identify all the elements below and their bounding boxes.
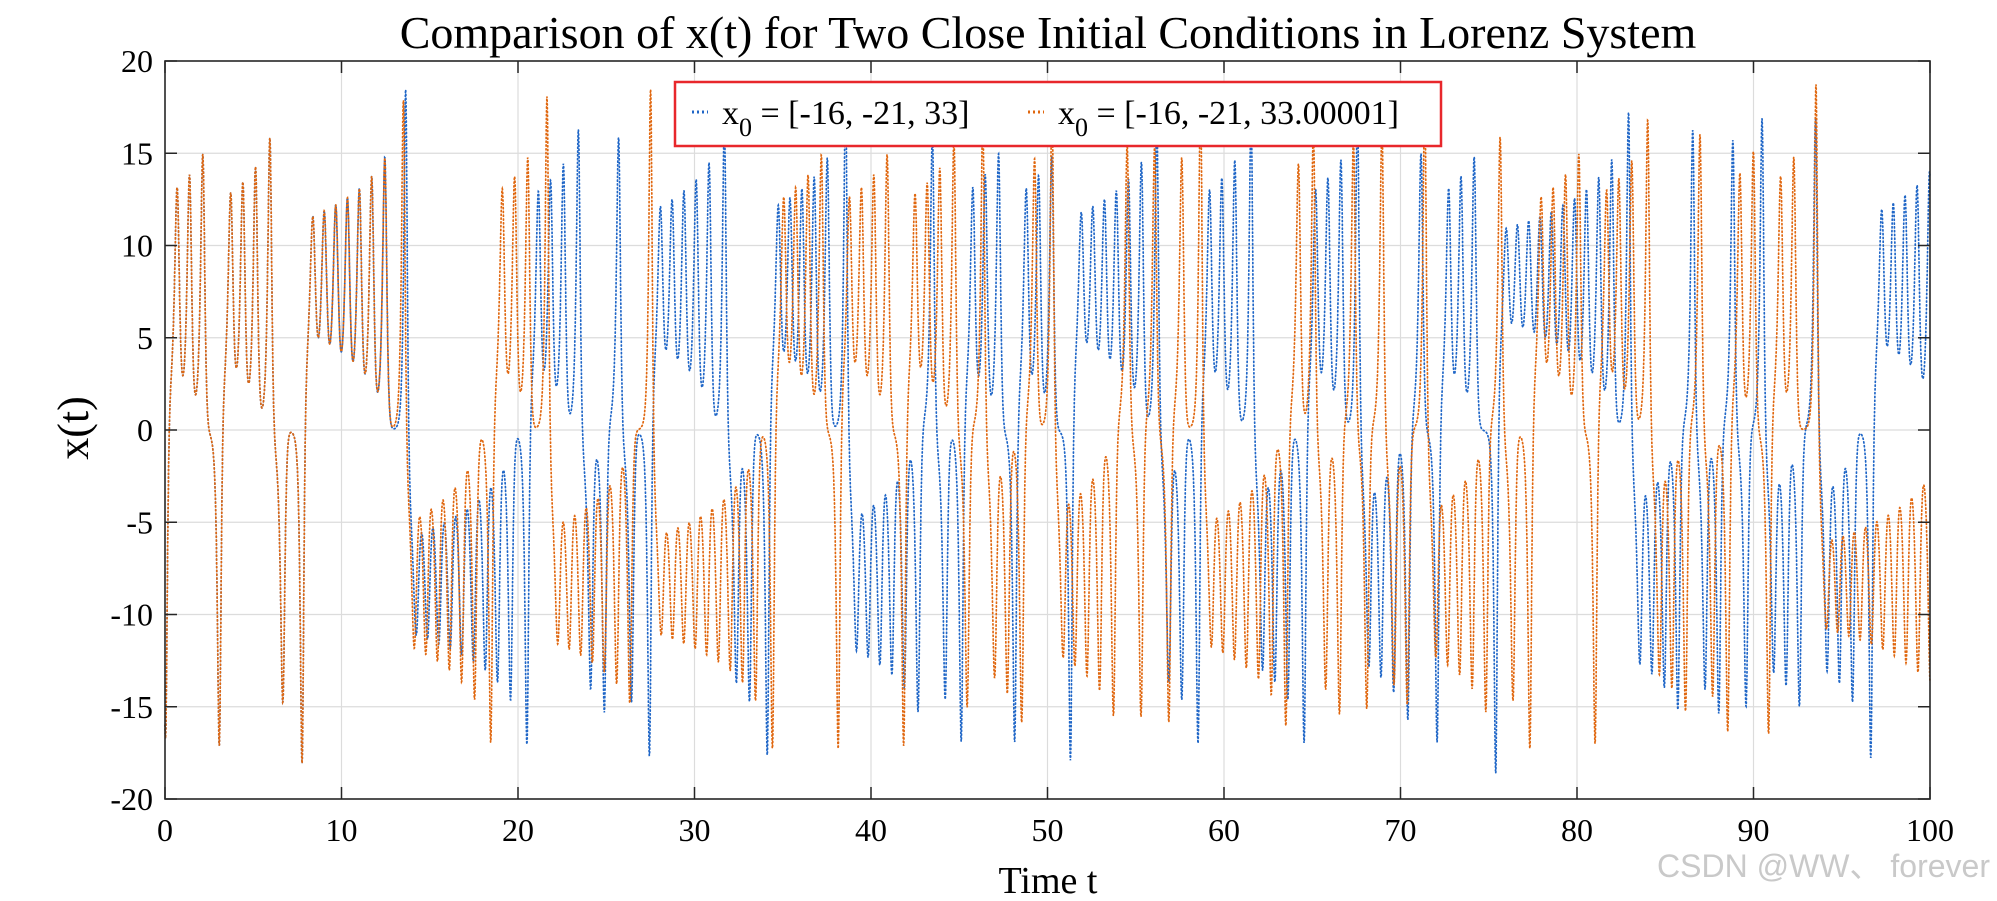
- series-line-2: [164, 84, 1931, 764]
- y-tick-label: 15: [121, 135, 153, 171]
- x-tick-label: 90: [1738, 812, 1770, 848]
- x-tick-label: 70: [1385, 812, 1417, 848]
- y-tick-label: -10: [110, 597, 153, 633]
- watermark: CSDN @WW、 forever: [1657, 848, 1990, 884]
- series-group: [164, 84, 1931, 774]
- plot-area: 0 10 20 30 40 50 60 70 80 90 100 -20 -15 -10 -5 0 5 10 15 2…: [110, 43, 1954, 848]
- x-axis-label: Time t: [999, 860, 1098, 901]
- legend-label-1: x0 = [-16, -21, 33]: [722, 95, 969, 142]
- y-tick-label: 20: [121, 43, 153, 79]
- legend-entry-2: x0 = [-16, -21, 33.00001]: [1028, 95, 1399, 142]
- y-tick-label: 5: [137, 320, 153, 356]
- y-tick-label: -15: [110, 689, 153, 725]
- x-tick-label: 10: [326, 812, 358, 848]
- x-tick-label: 80: [1561, 812, 1593, 848]
- x-tick-label: 40: [855, 812, 887, 848]
- y-axis-label: x(t): [49, 396, 98, 460]
- legend-entry-1: x0 = [-16, -21, 33]: [692, 95, 969, 142]
- x-tick-label: 20: [502, 812, 534, 848]
- y-tick-label: -20: [110, 781, 153, 817]
- x-tick-label: 50: [1032, 812, 1064, 848]
- legend-label-2: x0 = [-16, -21, 33.00001]: [1058, 95, 1399, 142]
- y-tick-label: 10: [121, 228, 153, 264]
- x-tick-label: 60: [1208, 812, 1240, 848]
- y-tick-label: -5: [126, 504, 153, 540]
- legend-box: [673, 80, 1443, 148]
- x-tick-label: 30: [679, 812, 711, 848]
- series-line-1: [164, 89, 1931, 774]
- axis-ticks: 0 10 20 30 40 50 60 70 80 90 100 -20 -15 -10 -5 0 5 10 15 2…: [110, 43, 1954, 848]
- x-tick-label: 0: [157, 812, 173, 848]
- grid-lines: [165, 61, 1930, 799]
- legend: x0 = [-16, -21, 33] x0 = [-16, -21, 33.0…: [673, 80, 1443, 148]
- y-tick-label: 0: [137, 412, 153, 448]
- x-tick-label: 100: [1906, 812, 1954, 848]
- chart-title: Comparison of x(t) for Two Close Initial…: [400, 7, 1697, 58]
